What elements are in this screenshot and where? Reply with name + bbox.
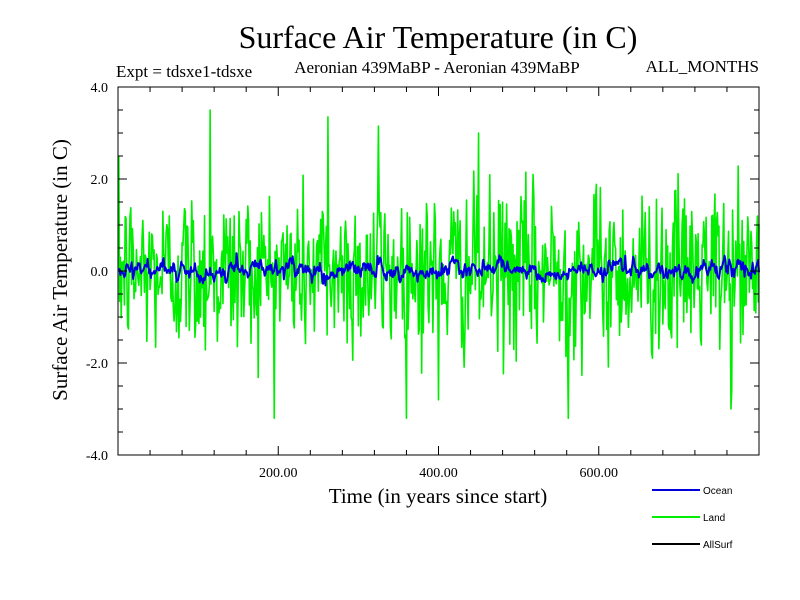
experiment-label: Expt = tdsxe1-tdsxe bbox=[116, 62, 252, 81]
x-tick-label: 600.00 bbox=[580, 466, 619, 481]
legend-label: Land bbox=[703, 513, 725, 524]
y-tick-label: 2.0 bbox=[91, 173, 109, 188]
y-tick-label: -2.0 bbox=[86, 357, 108, 372]
y-axis-label: Surface Air Temperature (in C) bbox=[48, 139, 72, 401]
chart-title: Surface Air Temperature (in C) bbox=[239, 19, 638, 55]
period-label: Aeronian 439MaBP - Aeronian 439MaBP bbox=[294, 58, 580, 77]
series-line-ocean bbox=[118, 252, 760, 287]
axes-layer: -4.0 -2.0 0.0 2.0 4.0 200.00 400.00 600.00 bbox=[86, 81, 760, 481]
legend: Ocean Land AllSurf bbox=[652, 486, 733, 551]
y-tick-label: -4.0 bbox=[86, 449, 108, 464]
x-tick-label: 200.00 bbox=[259, 466, 298, 481]
legend-item-allsurf: AllSurf bbox=[652, 540, 733, 551]
series-layer bbox=[118, 109, 760, 419]
legend-item-ocean: Ocean bbox=[652, 486, 732, 497]
y-tick-label: 0.0 bbox=[91, 265, 109, 280]
legend-label: Ocean bbox=[703, 486, 732, 497]
legend-item-land: Land bbox=[652, 513, 725, 524]
x-tick-label: 400.00 bbox=[419, 466, 458, 481]
months-label: ALL_MONTHS bbox=[646, 57, 759, 76]
series-line-land bbox=[118, 109, 760, 419]
x-axis-label: Time (in years since start) bbox=[329, 484, 548, 508]
legend-label: AllSurf bbox=[703, 540, 733, 551]
y-tick-label: 4.0 bbox=[91, 81, 109, 96]
